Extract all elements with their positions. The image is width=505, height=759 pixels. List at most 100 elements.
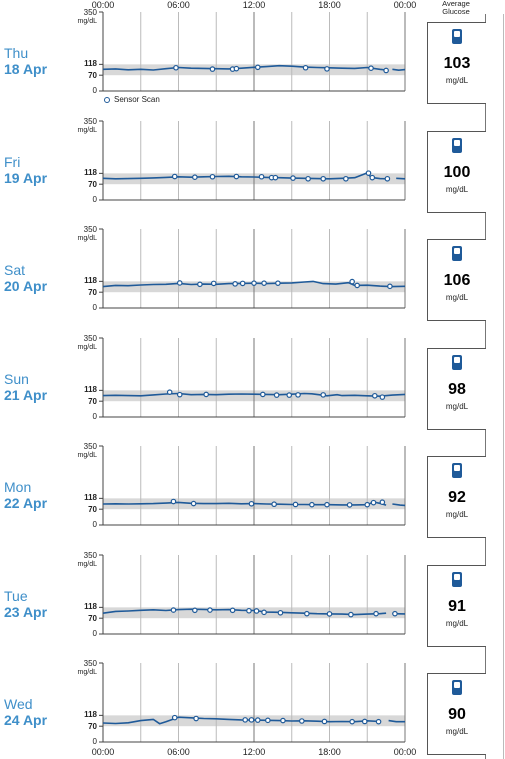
average-header-line1: Average <box>442 0 470 8</box>
day-date: 22 Apr <box>4 495 48 511</box>
sensor-scan-point <box>343 175 349 182</box>
y-tick-label: 350 <box>83 116 97 126</box>
sensor-scan-point <box>190 500 197 507</box>
reader-screen <box>454 573 460 580</box>
y-tick-label: 118 <box>84 601 97 611</box>
average-card: 106 mg/dL <box>427 239 486 321</box>
y-unit-label: mg/dL <box>77 18 97 25</box>
y-tick-label: 0 <box>92 303 97 312</box>
average-unit: mg/dL <box>445 401 469 411</box>
glucose-trace <box>102 716 380 725</box>
sensor-scan-point <box>290 174 296 181</box>
sensor-scan-point <box>248 717 255 723</box>
sensor-scan-point <box>302 64 309 71</box>
sensor-scan-point <box>209 66 216 72</box>
sensor-scan-point <box>254 64 261 71</box>
y-unit-label: mg/dL <box>77 126 97 134</box>
glucose-trace <box>102 392 406 397</box>
reader-screen <box>454 465 460 471</box>
sensor-scan-point <box>369 174 376 180</box>
legend: Sensor Scan <box>104 95 160 104</box>
reader-screen <box>454 682 460 688</box>
reader-screen <box>454 139 460 146</box>
glucose-plot <box>99 445 406 526</box>
average-header-line2: Glucose <box>442 7 470 16</box>
sensor-scan-point <box>379 499 386 506</box>
sensor-scan-point <box>384 175 391 182</box>
glucose-plot <box>99 662 406 743</box>
sensor-scan-point <box>305 175 311 182</box>
sensor-scan-point <box>273 391 280 398</box>
y-tick-label: 0 <box>92 86 97 95</box>
average-value: 106 <box>443 272 471 289</box>
average-value: 92 <box>448 489 466 506</box>
day-date: 23 Apr <box>4 603 48 620</box>
sensor-scan-point <box>326 610 333 617</box>
sensor-scan-point <box>203 391 209 397</box>
sensor-scan-point <box>271 501 277 508</box>
average-unit: mg/dL <box>445 76 469 85</box>
glucose-trace <box>392 503 406 507</box>
x-tick-label-bottom: 18:00 <box>318 747 341 757</box>
glucose-plot <box>99 120 406 200</box>
x-tick-label-top: 00:00 <box>393 0 417 10</box>
y-unit-label: mg/dL <box>77 343 97 351</box>
sensor-scan-point <box>275 280 281 286</box>
sensor-scan-point <box>387 283 393 290</box>
average-card: 100 mg/dL <box>427 130 486 213</box>
y-unit-label: mg/dL <box>77 452 97 459</box>
sensor-scan-point <box>280 717 286 724</box>
sensor-scan-point <box>173 64 179 71</box>
sensor-scan-point <box>265 717 271 724</box>
sensor-scan-point <box>292 501 299 508</box>
day-label: Sun 21 Apr <box>4 371 64 403</box>
y-tick-label: 70 <box>88 179 97 189</box>
sensor-scan-point <box>299 718 305 724</box>
sensor-scan-point <box>261 280 267 286</box>
day-of-week: Wed <box>4 696 33 712</box>
sensor-scan-point <box>349 718 355 725</box>
glucose-trace <box>396 177 406 180</box>
sensor-scan-point <box>242 717 248 723</box>
sensor-scan-point <box>176 391 183 397</box>
y-tick-label: 0 <box>92 628 97 638</box>
average-value: 90 <box>448 706 466 723</box>
average-value: 100 <box>443 163 471 181</box>
sensor-scan-point <box>254 717 261 723</box>
sensor-scan-point <box>248 500 255 507</box>
average-unit: mg/dL <box>445 618 469 628</box>
day-of-week: Tue <box>4 587 28 604</box>
y-tick-label: 118 <box>84 710 97 720</box>
sensor-scan-point <box>253 607 260 614</box>
day-date: 21 Apr <box>4 386 48 403</box>
y-tick-label: 350 <box>83 442 97 451</box>
average-card: 91 mg/dL <box>427 564 486 647</box>
x-tick-label-top: 12:00 <box>242 0 266 10</box>
sensor-scan-point <box>170 606 177 613</box>
sensor-reader-icon <box>452 137 462 153</box>
sensor-scan-point <box>229 606 236 613</box>
sensor-scan-point <box>348 611 354 617</box>
day-date: 18 Apr <box>4 61 48 77</box>
sensor-scan-point <box>232 281 238 287</box>
sensor-scan-point <box>324 66 330 72</box>
sensor-scan-point <box>166 388 173 395</box>
glucose-plot <box>99 228 406 309</box>
y-tick-label: 118 <box>84 59 97 69</box>
sensor-scan-point <box>170 498 177 505</box>
day-label: Mon 22 Apr <box>4 479 64 511</box>
sensor-scan-point <box>392 610 398 616</box>
sensor-scan-point <box>239 280 246 287</box>
x-tick-label-top: 06:00 <box>167 0 190 10</box>
day-label: Wed 24 Apr <box>4 696 64 728</box>
y-tick-label: 70 <box>88 288 97 298</box>
average-card: 98 mg/dL <box>427 347 486 430</box>
y-tick-label: 0 <box>92 520 97 529</box>
day-date: 24 Apr <box>4 712 48 728</box>
average-unit: mg/dL <box>445 510 469 519</box>
y-tick-label: 350 <box>83 550 97 560</box>
y-tick-label: 70 <box>88 71 97 81</box>
sensor-scan-point <box>261 609 267 615</box>
y-tick-label: 118 <box>84 167 97 177</box>
average-unit: mg/dL <box>445 184 469 194</box>
